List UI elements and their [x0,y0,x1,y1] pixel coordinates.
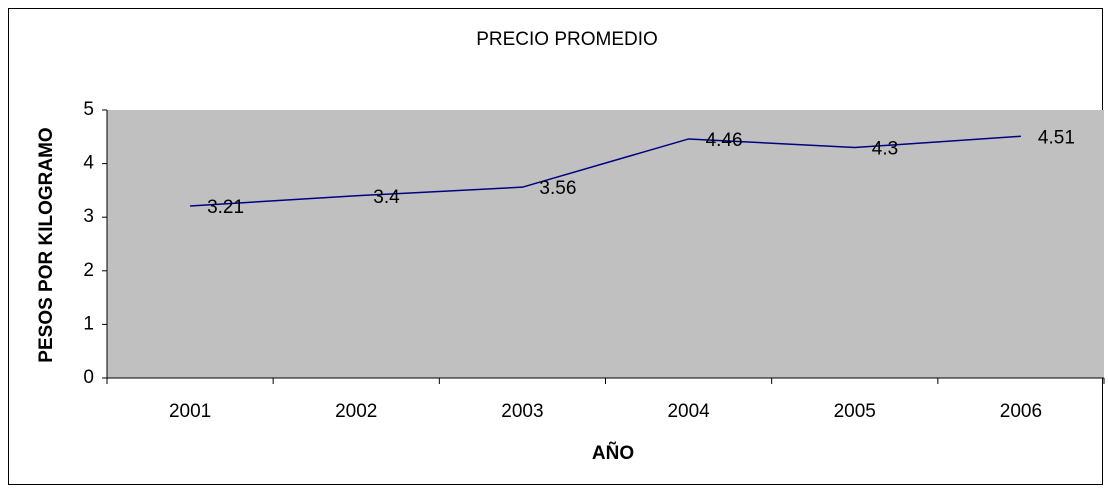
y-tick-label: 5 [83,99,94,120]
y-tick-label: 4 [83,153,94,174]
data-label: 4.46 [706,130,743,151]
y-tick-label: 1 [83,313,94,334]
x-tick-label: 2006 [1000,401,1042,422]
plot-area [107,110,1104,378]
data-label: 4.3 [872,139,898,160]
data-label: 3.21 [207,197,244,218]
line-series [190,135,1021,207]
y-tick-label: 3 [83,206,94,227]
x-tick-label: 2002 [335,401,377,422]
x-tick-label: 2001 [169,401,211,422]
x-tick-label: 2003 [501,401,543,422]
x-axis-label: AÑO [592,442,634,464]
y-axis-label: PESOS POR KILOGRAMO [36,127,57,362]
x-tick-label: 2004 [667,401,710,422]
chart-title: PRECIO PROMEDIO [476,29,658,50]
data-label: 4.51 [1038,127,1075,148]
y-tick-label: 0 [83,367,94,388]
x-tick-label: 2005 [834,401,876,422]
y-tick-label: 2 [83,260,94,281]
data-label: 3.4 [373,187,400,208]
data-label: 3.56 [539,178,576,199]
